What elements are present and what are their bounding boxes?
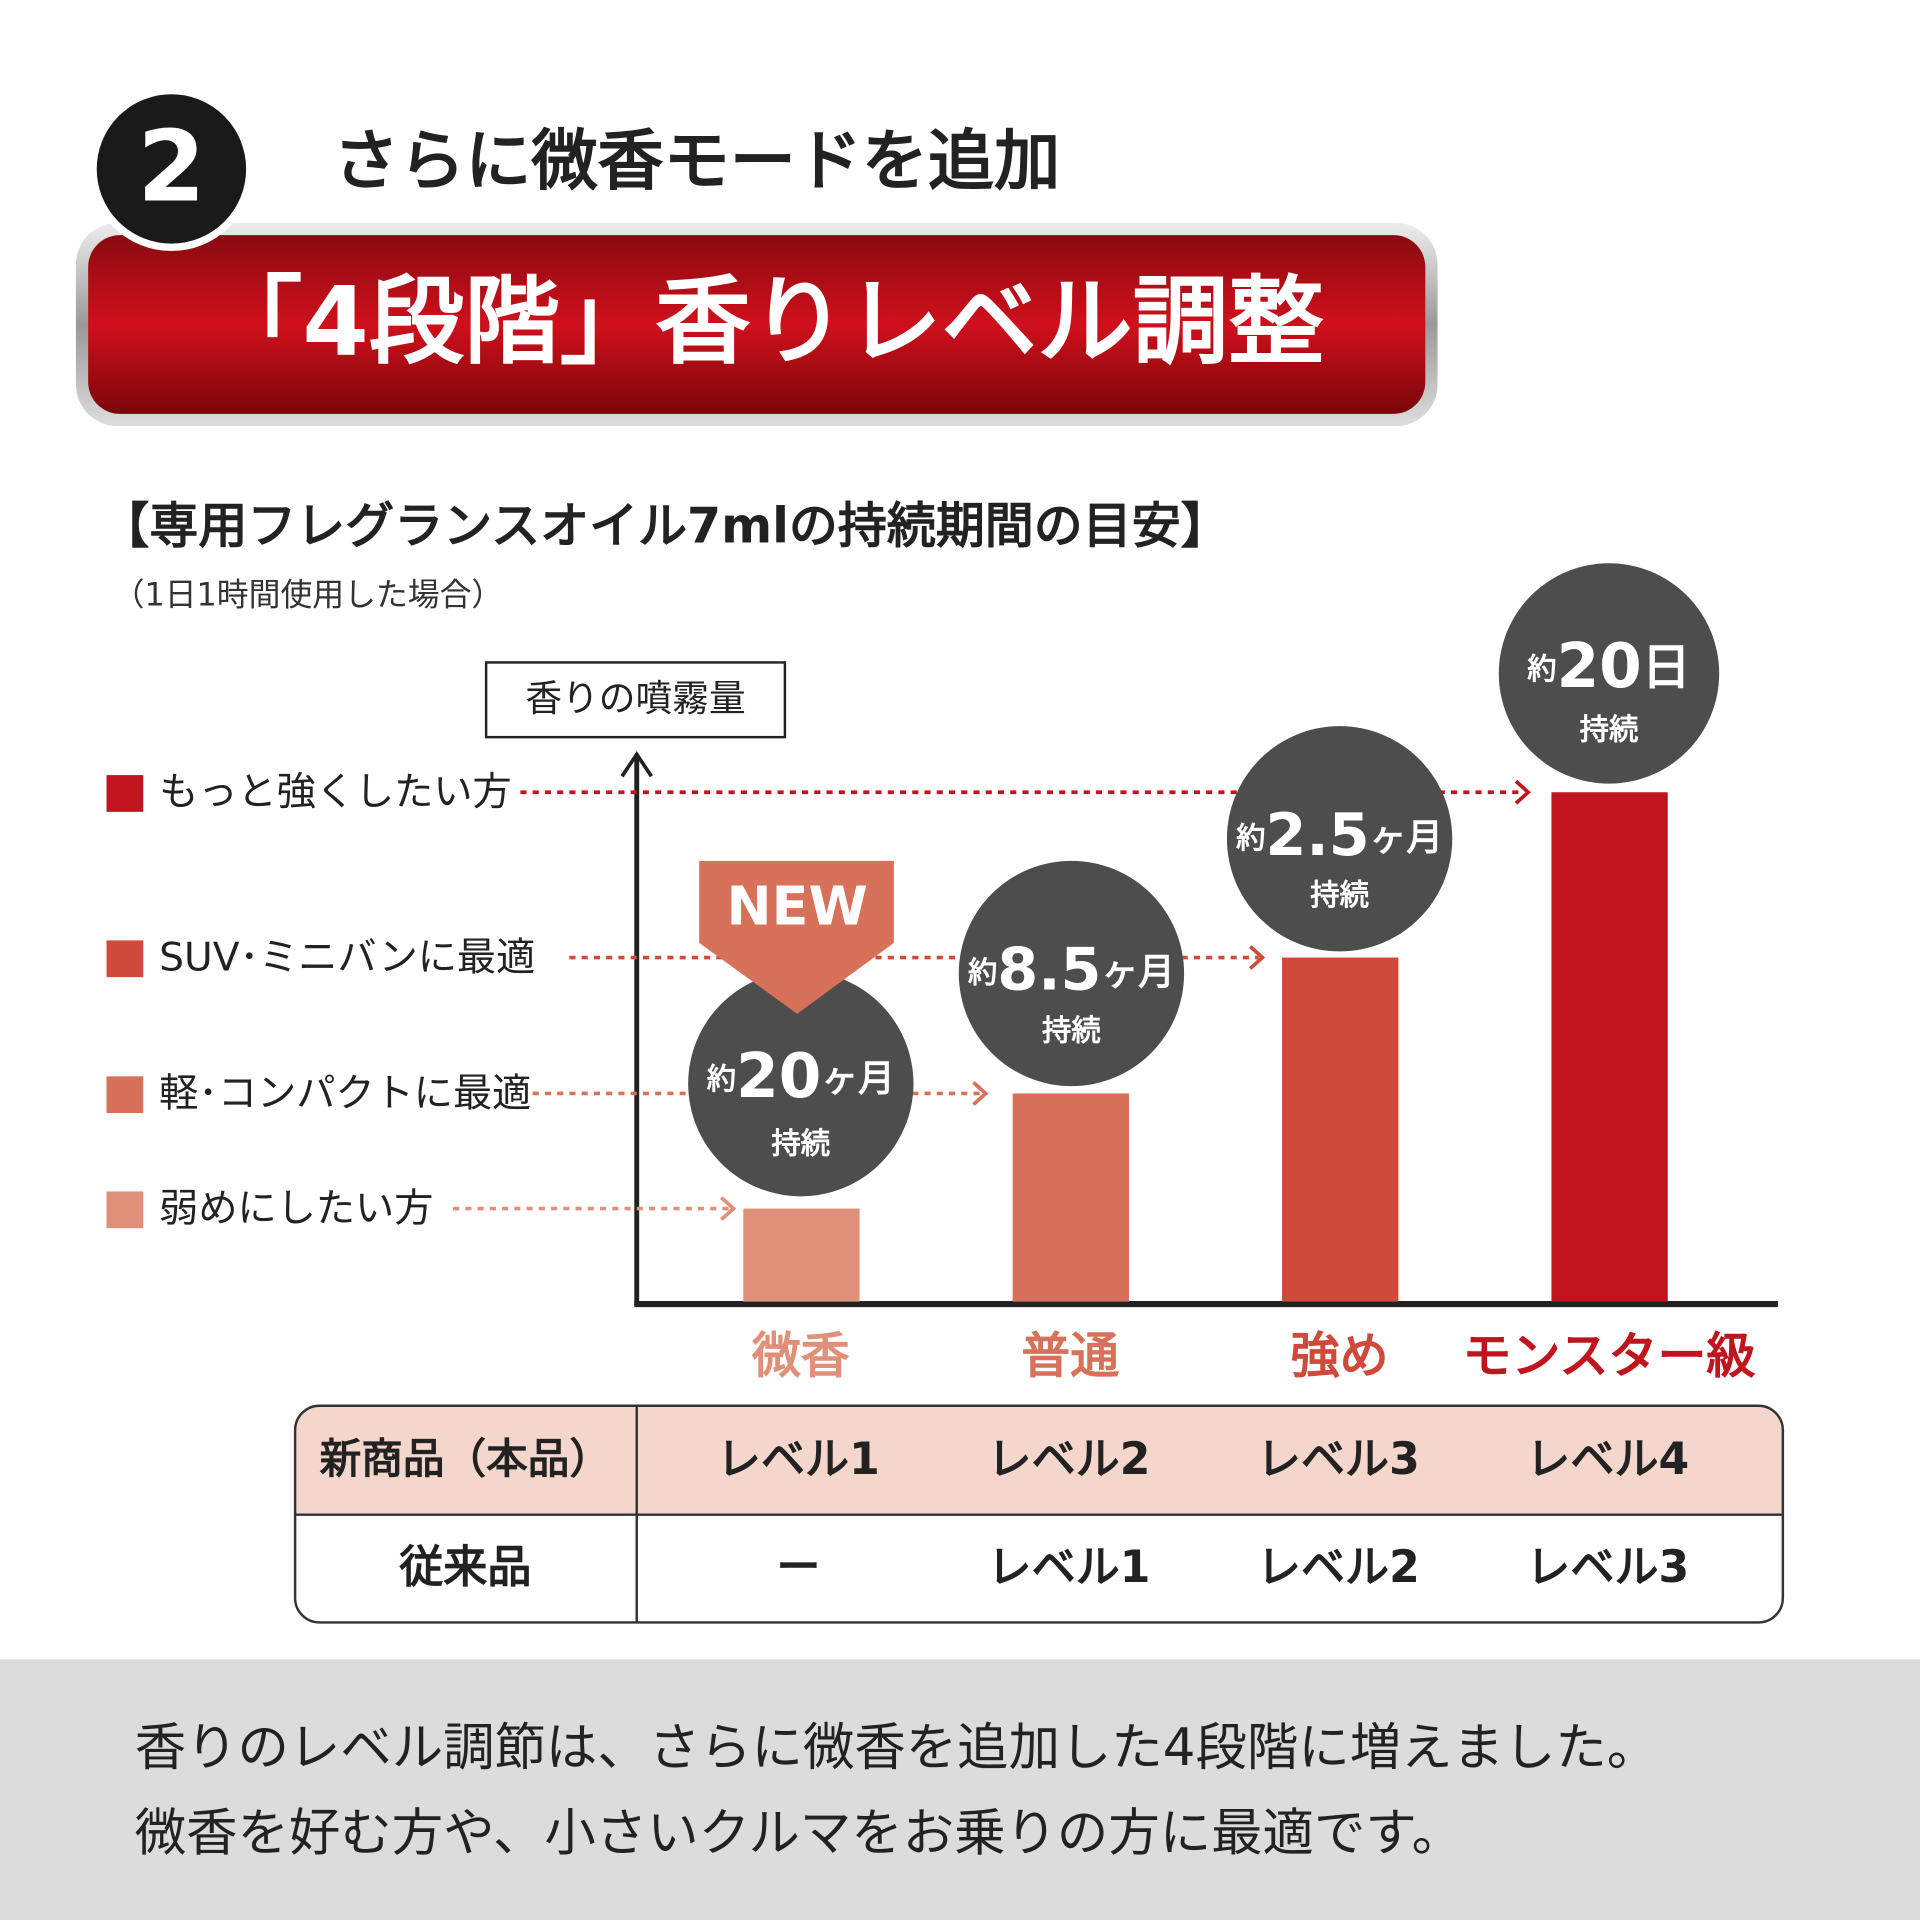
level-swatch	[106, 1191, 144, 1229]
banner	[88, 235, 1426, 414]
table-cell: レベル1	[717, 1434, 880, 1485]
suffix: 持続	[1310, 878, 1369, 912]
duration-circle	[688, 971, 914, 1197]
table-cell: レベル2	[1257, 1542, 1420, 1593]
bar	[1012, 1093, 1129, 1302]
duration-circle	[1226, 726, 1453, 952]
level-table: 新商品（本品） レベル1 レベル2 レベル3 レベル4 従来品 ー レベル1 レ…	[293, 1404, 1785, 1624]
new-badge	[699, 860, 894, 1014]
prefix: 約	[1236, 820, 1265, 854]
table-cell: 新商品（本品）	[320, 1434, 611, 1483]
duration-badge: 約8.5ヶ月 持続	[958, 860, 1185, 1087]
prefix: 約	[968, 955, 997, 989]
amount: 8.5	[997, 935, 1101, 1004]
duration: 約2.5ヶ月	[1236, 800, 1443, 869]
table-cell: レベル1	[988, 1542, 1151, 1593]
amount: 20	[736, 1041, 821, 1112]
category-label: モンスター級	[1463, 1328, 1757, 1385]
title: 「4段階」香りレベル調整	[207, 266, 1324, 378]
unit: ヶ月	[1370, 815, 1443, 858]
amount: 2.5	[1266, 800, 1370, 869]
duration: 約20ヶ月	[707, 1041, 895, 1112]
footer-text: 香りのレベル調節は、さらに微香を追加した4段階に増えました。	[135, 1718, 1658, 1778]
level-swatch	[106, 1076, 144, 1114]
level-arrow	[1514, 779, 1531, 805]
duration: 約8.5ヶ月	[968, 935, 1175, 1004]
level-label: 弱めにしたい方	[159, 1187, 433, 1232]
level-arrow	[719, 1196, 737, 1221]
level-arrow	[972, 1081, 989, 1106]
level-label: 軽･コンパクトに最適	[159, 1071, 531, 1116]
category-label: 強め	[1291, 1328, 1389, 1385]
bar	[1551, 792, 1668, 1302]
unit: ヶ月	[821, 1057, 894, 1100]
bar	[1282, 957, 1399, 1302]
number: 2	[137, 111, 205, 225]
table-cell: ー	[776, 1542, 820, 1593]
prefix: 約	[707, 1062, 736, 1096]
axis-label: 香りの噴霧量	[525, 677, 745, 720]
duration-circle	[958, 860, 1185, 1087]
level-label: SUV･ミニバンに最適	[159, 935, 535, 980]
table-cell: レベル2	[988, 1434, 1151, 1485]
suffix: 持続	[1042, 1014, 1101, 1048]
level-swatch	[106, 775, 144, 812]
table-cell: レベル3	[1526, 1542, 1689, 1593]
level-swatch	[106, 940, 144, 978]
table-cell: レベル4	[1526, 1434, 1689, 1485]
duration-badge: 約20日 持続	[1498, 563, 1720, 784]
axis-label-box	[484, 661, 787, 739]
duration-badge: 約20ヶ月 持続	[688, 971, 914, 1197]
prefix: 約	[1527, 651, 1556, 685]
table-cell: レベル3	[1257, 1434, 1420, 1485]
table-header-row	[295, 1405, 1783, 1515]
new-label: NEW	[727, 874, 868, 937]
level-label: もっと強くしたい方	[159, 770, 512, 815]
duration-circle	[1498, 563, 1720, 784]
category-label: 微香	[751, 1328, 850, 1385]
table-cell: 従来品	[398, 1542, 531, 1593]
suffix: 持続	[1580, 713, 1639, 747]
subtitle: さらに微香モードを追加	[333, 122, 1060, 199]
footer-band	[0, 1659, 1920, 1920]
unit: ヶ月	[1101, 950, 1174, 993]
chart-heading: 【専用フレグランスオイル7mlの持続期間の目安】	[100, 497, 1229, 554]
duration: 約20日	[1527, 630, 1691, 701]
amount: 20	[1557, 630, 1642, 701]
level-arrow	[1248, 945, 1266, 970]
duration-badge: 約2.5ヶ月 持続	[1226, 726, 1453, 952]
bar	[743, 1208, 860, 1302]
category-label: 普通	[1021, 1328, 1119, 1385]
y-axis-arrow	[620, 750, 653, 778]
suffix: 持続	[771, 1126, 830, 1160]
unit: 日	[1642, 638, 1691, 695]
number-badge	[89, 86, 254, 252]
chart-note: （1日1時間使用した場合）	[113, 575, 504, 613]
footer-text: 微香を好む方や、小さいクルマをお乗りの方に最適です。	[135, 1804, 1463, 1864]
